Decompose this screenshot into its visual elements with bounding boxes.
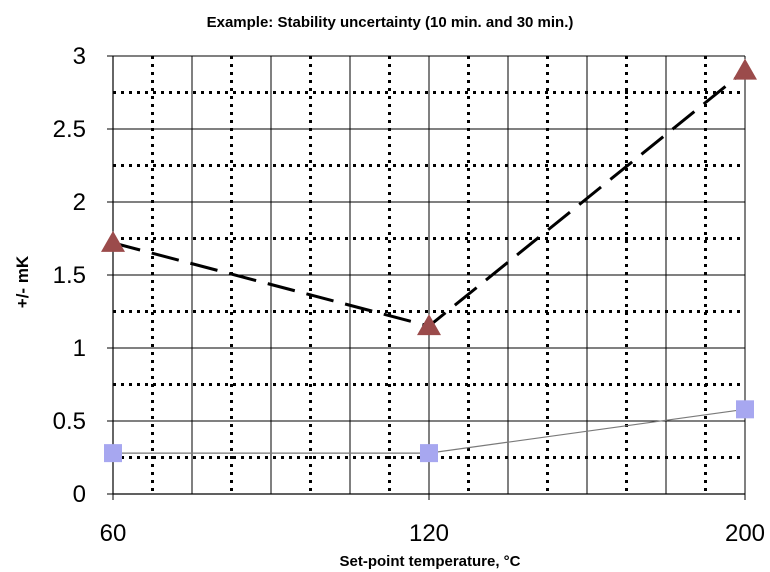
y-axis-label: +/- mK	[13, 255, 32, 308]
markers	[101, 58, 757, 463]
x-tick-label: 120	[409, 520, 449, 547]
series-2-point	[104, 444, 122, 463]
grid	[113, 55, 745, 494]
series-1-point	[417, 314, 441, 336]
tick-labels: 0 0.5 1 1.5 2 2.5 3 60 120 200	[53, 43, 765, 547]
y-tick-label: 1.5	[53, 262, 86, 289]
chart-title: Example: Stability uncertainty (10 min. …	[207, 14, 574, 31]
x-tick-label: 60	[100, 520, 127, 547]
axes	[107, 55, 746, 500]
y-tick-label: 2.5	[53, 116, 86, 143]
series-2-point	[736, 400, 754, 419]
series-1-point	[101, 230, 125, 252]
y-tick-label: 0	[73, 481, 86, 508]
x-tick-label: 200	[725, 520, 765, 547]
y-tick-label: 1	[73, 335, 86, 362]
y-tick-label: 2	[73, 189, 86, 216]
x-axis-label: Set-point temperature, °C	[339, 553, 520, 570]
series-2-point	[420, 444, 438, 463]
y-tick-label: 0.5	[53, 408, 86, 435]
y-tick-label: 3	[73, 43, 86, 70]
series-1-point	[733, 58, 757, 80]
